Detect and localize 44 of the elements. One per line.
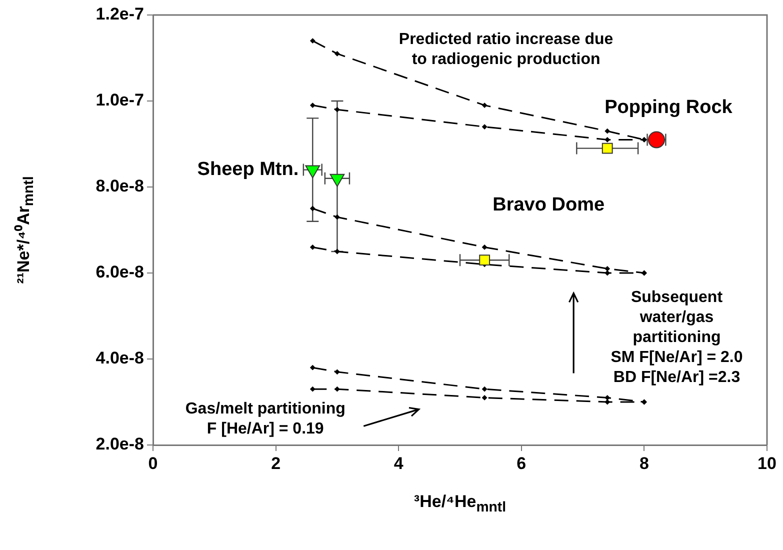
point — [334, 107, 340, 112]
x-tick-label: 4 — [394, 454, 404, 473]
point — [482, 244, 488, 250]
y-tick-label: 2.0e-8 — [96, 434, 144, 454]
point — [479, 254, 490, 266]
series-label: Sheep Mtn. — [197, 159, 299, 180]
point — [310, 102, 316, 108]
y-tick-label: 1.2e-7 — [96, 4, 144, 24]
point — [604, 266, 610, 272]
point — [334, 51, 340, 56]
point — [482, 102, 488, 108]
annotation: Gas/melt partitioning F [He/Ar] = 0.19 — [185, 400, 346, 438]
point — [310, 386, 316, 392]
series-label: Popping Rock — [604, 96, 733, 118]
point — [334, 386, 340, 392]
y-tick-label: 1.0e-7 — [96, 90, 144, 110]
point — [482, 124, 488, 130]
point — [604, 128, 610, 134]
point — [310, 38, 316, 44]
point — [604, 400, 610, 404]
point — [482, 395, 488, 400]
point — [604, 137, 610, 142]
annotation: Subsequent water/gas partitioning SM F[Ne/Ar] = 2.0 BD F[Ne/Ar] =2.3 — [610, 288, 743, 386]
x-tick-label: 10 — [758, 454, 776, 473]
text: Bravo Dome — [492, 194, 605, 216]
point — [602, 142, 613, 154]
point — [334, 369, 340, 374]
x-tick-label: 2 — [271, 454, 281, 473]
x-tick-label: 6 — [516, 454, 526, 473]
point — [334, 214, 340, 220]
point — [482, 386, 488, 392]
point — [310, 206, 316, 211]
point — [310, 244, 316, 250]
x-tick-label: 8 — [639, 454, 649, 473]
y-tick-label: 8.0e-8 — [96, 176, 144, 196]
y-tick-label: 4.0e-8 — [96, 348, 144, 368]
point — [604, 270, 610, 276]
x-axis-title: ³He/⁴He$_{mntl}$ — [412, 492, 508, 516]
point — [310, 365, 316, 370]
x-tick-label: 0 — [148, 454, 158, 473]
point — [604, 395, 610, 400]
y-tick-label: 6.0e-8 — [96, 262, 144, 282]
point — [334, 249, 340, 254]
annotation: Predicted ratio increase due to radiogenic production — [398, 30, 614, 68]
